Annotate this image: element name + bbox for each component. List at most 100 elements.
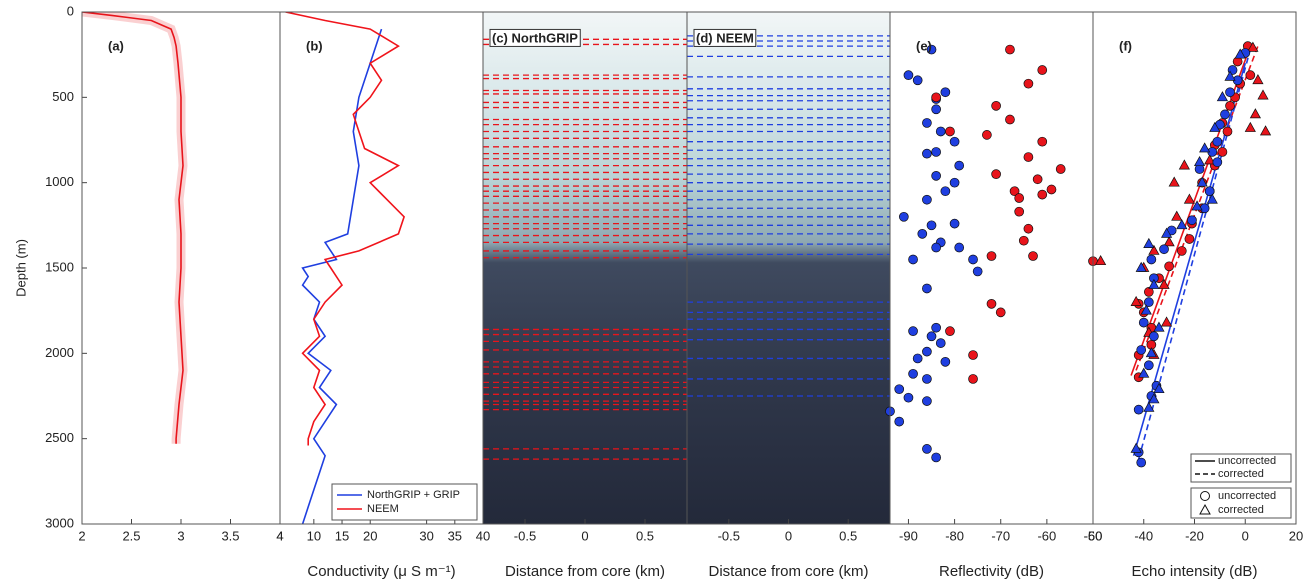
circle-point [968,374,978,384]
label-box [489,28,581,47]
triangle-point [1209,121,1221,132]
legend-label: uncorrected [1218,455,1276,467]
line [82,12,184,444]
triangle-point [1259,125,1272,136]
circle-point [1184,234,1195,244]
x-tick-label: -80 [945,528,964,543]
legend-label: NorthGRIP + GRIP [367,489,460,501]
x-axis-label: Distance from core (km) [505,563,665,580]
line [285,12,406,446]
legend-label: corrected [1218,504,1264,516]
circle-point [1023,223,1034,234]
legend-marker [1200,491,1210,501]
circle-point [949,136,960,147]
triangle-point [1249,108,1261,119]
x-tick-label: 0 [785,528,792,543]
x-tick-label: -20 [1185,528,1204,543]
circle-point [1222,126,1233,137]
triangle-point [1158,278,1170,289]
triangle-point [1204,154,1216,165]
triangle-point [1171,210,1183,221]
circle-point [931,322,941,333]
radar-image [483,12,687,524]
panel-plot [82,12,188,444]
triangle-point [1199,142,1211,153]
circle-point [1149,331,1159,342]
circle-point [1014,206,1025,217]
circle-point [1143,360,1154,371]
circle-point [922,346,932,357]
circle-point [968,254,978,265]
x-tick-label: 20 [363,528,377,543]
x-tick-label: 15 [335,528,349,543]
panel-frame [889,11,1094,525]
circle-point [908,326,918,336]
panel-label: (c) NorthGRIP [492,30,578,45]
x-tick-label: 0 [1242,528,1249,543]
triangle-point [1183,193,1196,204]
circle-point [1023,152,1034,162]
legend-label: uncorrected [1218,490,1276,502]
triangle-point [1160,227,1173,238]
circle-point [922,148,932,159]
circle-point [898,211,909,222]
circle-point [995,307,1006,318]
circle-point [931,104,941,115]
x-tick-label: 3.5 [221,528,239,543]
triangle-point [1135,261,1147,272]
circle-point [922,194,932,205]
triangle-point [1153,382,1165,394]
circle-point [1187,215,1197,226]
circle-point [922,374,932,384]
panel-label: (d) NEEM [696,30,754,45]
circle-point [1199,203,1210,214]
radar-image [687,12,890,524]
panel-label: (b) [306,38,323,53]
circle-point [940,357,951,367]
y-tick-label: 500 [52,89,74,104]
circle-point [931,242,941,253]
circle-point [940,186,951,197]
circle-point [1014,193,1025,203]
circle-point [982,130,992,140]
circle-point [1204,186,1215,197]
triangle-point [1138,367,1150,378]
circle-point [968,350,978,360]
x-tick-label: -90 [899,528,918,543]
circle-point [894,416,905,427]
y-tick-label: 1000 [45,174,74,189]
x-tick-label: 2.5 [122,528,140,543]
panel-frame [1092,11,1297,525]
x-tick-label: 10 [307,528,321,543]
circle-point [912,75,923,86]
x-axis-label: Echo intensity (dB) [1132,563,1258,580]
circle-point [931,170,941,181]
legend-marker [1199,503,1211,515]
triangle-point [1176,219,1188,230]
line [301,28,383,524]
circle-point [1136,345,1147,355]
triangle-point [1143,401,1155,412]
x-tick-label: -0.5 [718,528,740,543]
circle-point [1009,186,1020,197]
circle-point [931,452,941,463]
circle-point [1146,254,1157,265]
x-tick-label: 40 [476,528,490,543]
triangle-point [1252,74,1264,85]
circle-point [1164,261,1174,272]
circle-point [1032,174,1043,185]
x-tick-label: -60 [1037,528,1056,543]
circle-point [1005,44,1015,55]
circle-point [935,126,946,137]
x-tick-label: 35 [448,528,462,543]
triangle-point [1168,176,1180,187]
panel-label: (a) [108,38,124,53]
y-tick-label: 2500 [45,430,74,445]
circle-point [1212,157,1223,168]
triangle-point [1095,254,1107,266]
circle-point [1138,317,1149,328]
circle-point [1005,114,1015,125]
triangle-point [1206,193,1218,204]
circle-point [926,220,937,231]
